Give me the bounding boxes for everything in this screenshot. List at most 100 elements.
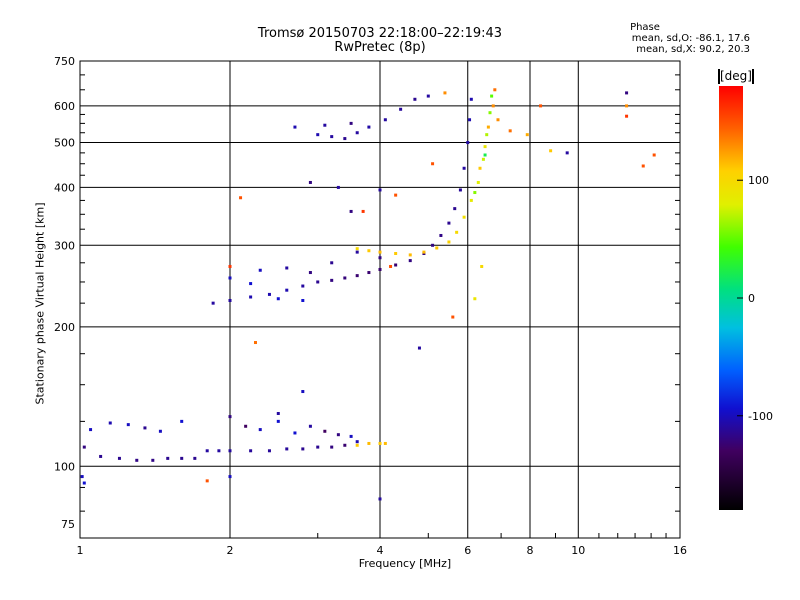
data-point — [301, 390, 305, 394]
data-point — [343, 137, 347, 141]
data-point — [417, 346, 421, 350]
data-point — [426, 94, 430, 98]
data-point — [389, 264, 393, 268]
data-point — [525, 133, 529, 137]
data-point — [89, 428, 93, 432]
data-point — [367, 249, 371, 253]
data-point — [135, 458, 139, 462]
data-point — [285, 266, 289, 270]
data-point — [439, 233, 443, 237]
data-point — [394, 252, 398, 256]
data-point — [549, 149, 553, 153]
data-point — [408, 259, 412, 263]
data-point — [496, 118, 500, 122]
data-point — [258, 428, 262, 432]
data-point — [435, 246, 439, 250]
data-point — [447, 221, 451, 225]
data-point — [355, 440, 359, 444]
data-point — [367, 271, 371, 275]
x-tick-label: 4 — [377, 544, 384, 557]
data-point — [508, 129, 512, 133]
x-tick-label: 6 — [464, 544, 471, 557]
y-tick-label: 200 — [54, 321, 75, 334]
data-point — [249, 449, 253, 453]
y-axis-label: Stationary phase Virtual Height [km] — [33, 202, 47, 405]
data-point — [641, 164, 645, 168]
data-point — [330, 278, 334, 282]
data-point — [166, 456, 170, 460]
data-point — [413, 97, 417, 101]
data-point — [476, 180, 480, 184]
data-point — [378, 250, 382, 254]
data-point — [355, 443, 359, 447]
chart-title: Tromsø 20150703 22:18:00–22:19:43 — [257, 26, 503, 41]
data-point — [378, 188, 382, 192]
data-point — [126, 423, 130, 427]
data-point — [180, 456, 184, 460]
data-point — [316, 445, 320, 449]
x-axis-label: Frequency [MHz] — [358, 557, 452, 570]
stats-o-mode: mean, sd,O: -86.1, 17.6 — [631, 33, 750, 44]
colorbar-tick-label: -100 — [748, 410, 773, 423]
stats-x-mode: mean, sd,X: 90.2, 20.3 — [636, 44, 750, 55]
data-point — [383, 118, 387, 122]
data-point — [249, 282, 253, 286]
data-point — [652, 153, 656, 157]
data-point — [293, 431, 297, 435]
data-point — [625, 91, 629, 95]
data-point — [158, 429, 162, 433]
data-point — [228, 264, 232, 268]
data-point — [258, 268, 262, 272]
data-point — [378, 256, 382, 260]
data-point — [455, 230, 459, 234]
data-point — [453, 207, 457, 211]
y-tick-label: 100 — [54, 460, 75, 473]
data-point — [82, 481, 86, 485]
data-point — [217, 449, 221, 453]
grid-lines — [80, 61, 680, 538]
data-point — [211, 301, 215, 305]
data-point — [239, 196, 243, 200]
data-point — [285, 447, 289, 451]
data-point — [228, 475, 232, 479]
data-point — [308, 180, 312, 184]
data-point — [82, 445, 86, 449]
colorbar-tick-label: 0 — [748, 292, 755, 305]
data-point — [285, 288, 289, 292]
data-point — [490, 94, 494, 98]
x-tick-label: 1 — [77, 544, 84, 557]
data-point — [565, 151, 569, 155]
data-point — [205, 479, 209, 483]
chart-subtitle: RwPretec (8p) — [334, 40, 426, 55]
data-point — [276, 411, 280, 415]
data-point — [323, 429, 327, 433]
data-point — [469, 97, 473, 101]
data-point — [468, 118, 472, 122]
y-tick-label: 500 — [54, 137, 75, 150]
x-tick-label: 10 — [571, 544, 585, 557]
data-point — [349, 209, 353, 213]
colorbar-unit-label: [deg] — [718, 69, 754, 84]
data-point — [249, 295, 253, 299]
data-point — [205, 449, 209, 453]
data-point — [462, 215, 466, 219]
data-point — [349, 434, 353, 438]
data-point — [491, 104, 495, 108]
colorbar-ticks: -100 0 100 — [737, 174, 773, 423]
data-point — [367, 125, 371, 129]
data-point — [343, 443, 347, 447]
data-points — [80, 88, 656, 501]
y-tick-label: 400 — [54, 181, 75, 194]
axis-ticks: 1 2 4 6 8 10 16 75 100 200 300 400 500 600 750 — [54, 55, 687, 557]
data-point — [323, 123, 327, 127]
data-point — [431, 243, 435, 247]
data-point — [625, 104, 629, 108]
data-point — [349, 121, 353, 125]
data-point — [355, 131, 359, 135]
x-tick-label: 16 — [673, 544, 687, 557]
stats-heading: Phase — [630, 22, 660, 33]
data-point — [469, 198, 473, 202]
data-point — [361, 209, 365, 213]
data-point — [451, 315, 455, 319]
data-point — [80, 475, 84, 479]
